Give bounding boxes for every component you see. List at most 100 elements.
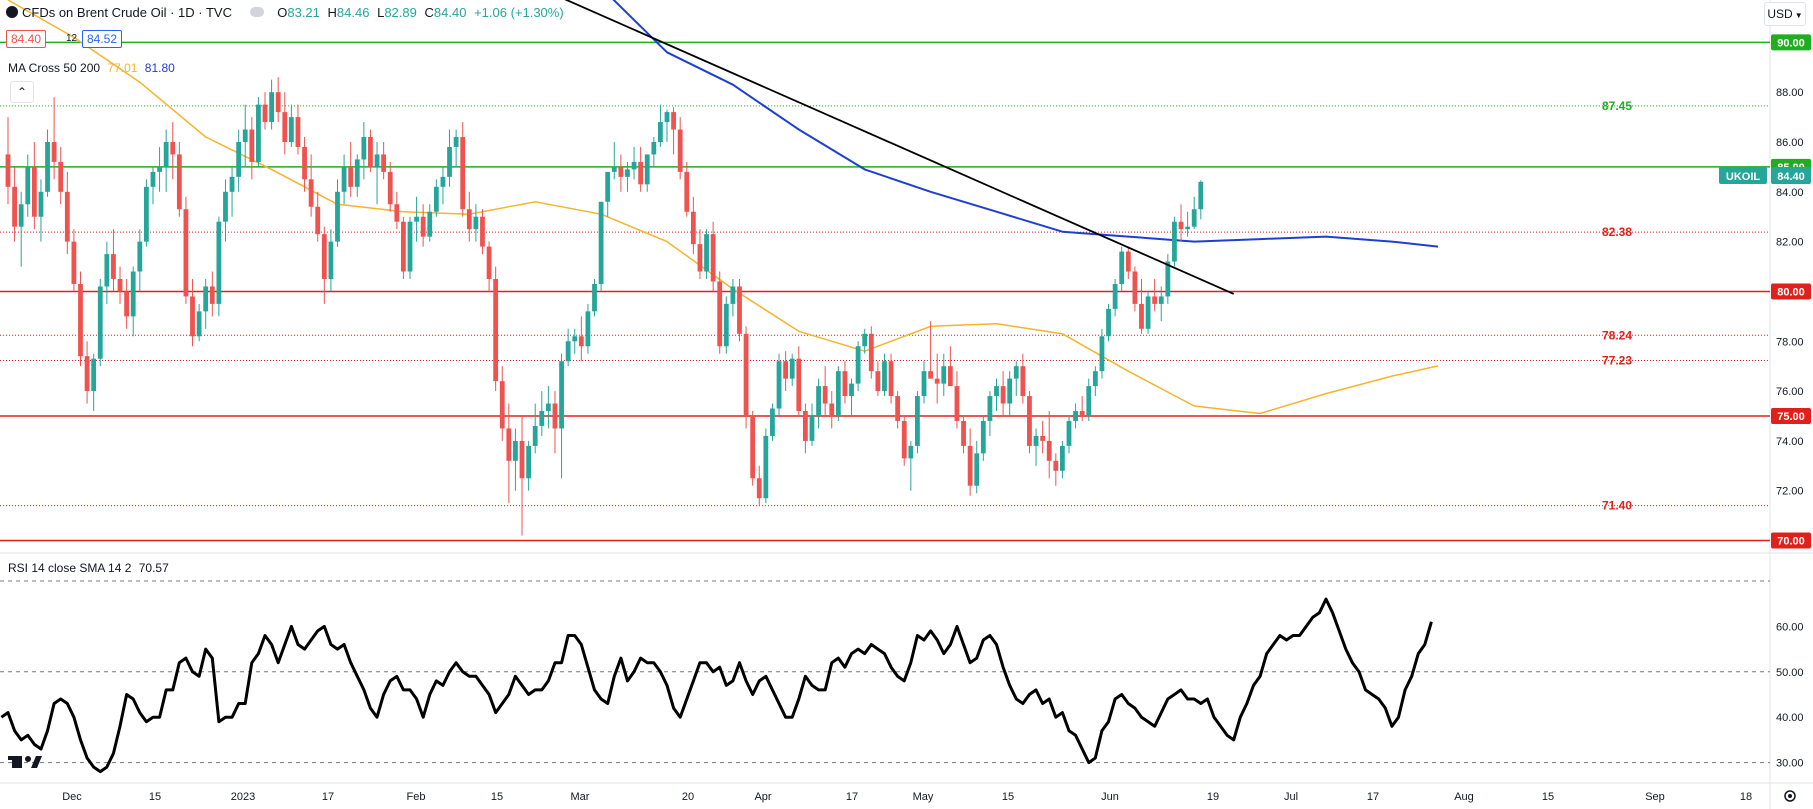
ma200-line — [612, 0, 1439, 248]
candle-body-94 — [625, 169, 630, 177]
level-label-3: 82.38 — [1602, 225, 1632, 239]
candle-body-124 — [822, 386, 828, 404]
candle-body-137 — [908, 445, 914, 459]
level-label-8: 71.40 — [1602, 499, 1632, 513]
candle-body-97 — [644, 154, 650, 185]
rsi-legend[interactable]: RSI 14 close SMA 14 2 70.57 — [8, 561, 169, 575]
candle-body-59 — [394, 204, 400, 222]
candle-body-84 — [559, 361, 564, 429]
candle-body-117 — [776, 361, 782, 409]
candle-body-34 — [229, 176, 235, 192]
candle-body-161 — [1066, 420, 1072, 446]
candle-body-126 — [835, 371, 841, 416]
candle-body-73 — [486, 246, 492, 279]
ma-legend[interactable]: MA Cross 50 200 77.01 81.80 — [8, 61, 175, 75]
candle-body-80 — [532, 425, 538, 446]
candle-body-180 — [1191, 209, 1197, 227]
candle-body-47 — [315, 206, 321, 235]
settings-gear-icon[interactable] — [1784, 790, 1796, 802]
candle-body-177 — [1172, 221, 1177, 262]
candle-body-53 — [354, 159, 360, 187]
candle-body-131 — [868, 333, 874, 372]
ask-box[interactable]: 84.52 — [82, 30, 123, 48]
price-tick-6: 84.00 — [1776, 187, 1804, 199]
candle-body-15 — [104, 254, 110, 287]
collapse-legend-button[interactable]: ⌃ — [10, 81, 34, 103]
level-tag-bg-0 — [1771, 34, 1811, 51]
level-tag-bg-9 — [1771, 532, 1811, 549]
time-tick-11: 15 — [1002, 791, 1014, 803]
candle-body-132 — [875, 371, 881, 392]
candle-body-13 — [91, 358, 97, 392]
candle-body-37 — [249, 129, 255, 162]
candle-body-45 — [302, 146, 307, 180]
candle-body-54 — [361, 137, 367, 160]
candle-body-85 — [565, 341, 571, 362]
candle-body-63 — [420, 216, 426, 237]
candle-body-128 — [849, 383, 854, 397]
candle-body-56 — [374, 154, 380, 167]
candle-body-50 — [335, 191, 340, 242]
time-tick-9: 17 — [846, 791, 858, 803]
tradingview-logo[interactable] — [8, 756, 42, 768]
candle-body-44 — [295, 117, 301, 147]
candle-body-152 — [1007, 378, 1013, 404]
candle-body-127 — [842, 371, 848, 397]
time-tick-13: 19 — [1207, 791, 1219, 803]
candle-body-120 — [796, 358, 802, 412]
candle-body-93 — [618, 166, 624, 177]
time-tick-14: Jul — [1284, 791, 1298, 803]
candle-body-176 — [1165, 261, 1171, 297]
price-tick-3: 78.00 — [1776, 336, 1804, 348]
candle-body-23 — [157, 166, 162, 172]
rsi-tick-0: 30.00 — [1776, 758, 1804, 770]
candle-body-163 — [1079, 411, 1085, 416]
eye-icon[interactable] — [249, 7, 264, 17]
candle-body-5 — [38, 191, 44, 217]
time-axis[interactable]: Dec 15 2023 17 Feb 15 Mar 20 Apr 17 May 15 Jun 19 Jul 1… — [62, 791, 1752, 803]
candle-body-69 — [460, 137, 466, 210]
ask-value: 84.52 — [87, 32, 118, 46]
candle-body-113 — [750, 415, 756, 479]
time-tick-10: May — [913, 791, 934, 803]
bid-box[interactable]: 84.40 — [6, 30, 47, 48]
price-axis[interactable]: 72.00 74.00 76.00 78.00 80.00 82.00 84.00 86.00… — [1776, 87, 1804, 498]
candle-body-9 — [64, 191, 70, 242]
candle-body-39 — [262, 104, 268, 123]
candle-body-179 — [1185, 226, 1191, 230]
price-tick-5: 82.00 — [1776, 237, 1804, 249]
candle-body-106 — [704, 234, 709, 272]
candle-body-35 — [236, 141, 242, 177]
open-label: O — [277, 5, 288, 20]
time-tick-2: 2023 — [231, 791, 255, 803]
candle-body-181 — [1198, 181, 1204, 210]
candle-body-108 — [717, 281, 723, 347]
candle-body-30 — [203, 286, 209, 312]
candle-body-66 — [440, 176, 446, 187]
level-label-1: 87.45 — [1602, 99, 1632, 113]
candle-body-43 — [288, 117, 294, 142]
time-tick-18: Sep — [1645, 791, 1665, 803]
candle-body-135 — [895, 396, 901, 421]
trendline[interactable] — [239, 0, 1235, 295]
candle-body-118 — [783, 361, 789, 379]
candle-body-70 — [466, 209, 472, 230]
candle-body-91 — [605, 171, 611, 202]
candle-body-21 — [143, 186, 149, 242]
ma-label: MA Cross 50 200 — [8, 61, 101, 75]
candle-body-2 — [18, 204, 24, 227]
close-value: 84.40 — [433, 5, 467, 20]
ticker-tag-bg — [1719, 167, 1767, 184]
candle-body-4 — [31, 166, 37, 217]
level-tag-7: 75.00 — [1777, 411, 1805, 423]
candle-body-136 — [901, 420, 907, 459]
symbol-header[interactable]: CFDs on Brent Crude Oil · 1D · TVC O83.2… — [6, 5, 564, 20]
candle-body-67 — [447, 146, 452, 177]
candle-body-168 — [1112, 283, 1118, 309]
candle-body-102 — [677, 129, 683, 172]
currency-button[interactable]: USD ▼ — [1764, 2, 1806, 26]
candle-body-24 — [163, 141, 169, 167]
candle-body-116 — [770, 408, 775, 436]
